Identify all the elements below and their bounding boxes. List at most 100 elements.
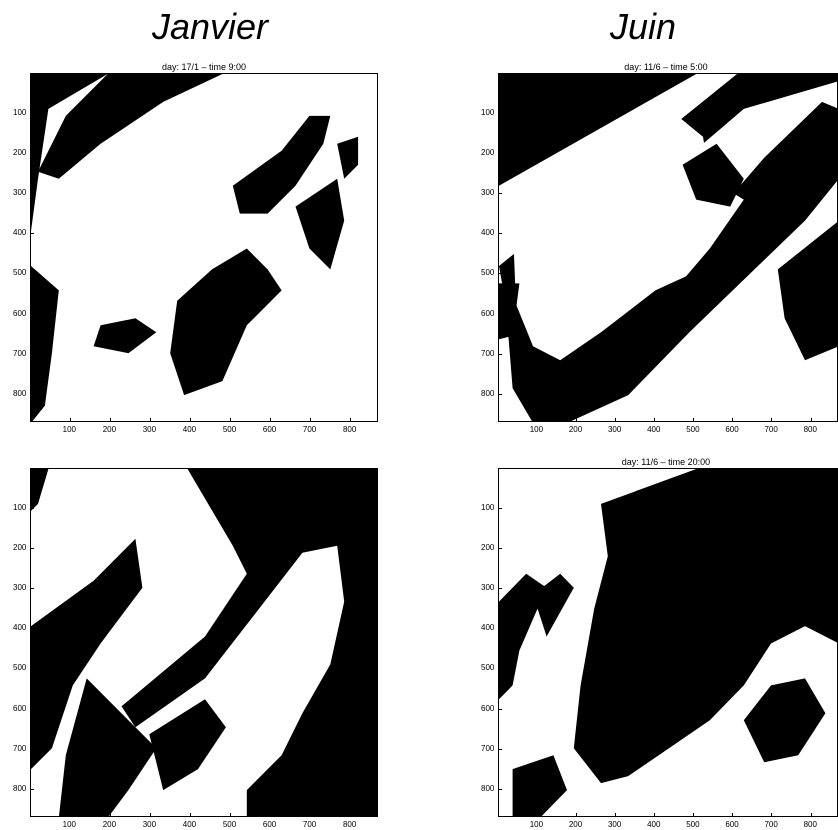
- y-tick-mark: [498, 788, 502, 790]
- x-tick-mark: [109, 813, 111, 817]
- y-tick-mark: [30, 788, 34, 790]
- x-tick-mark: [771, 418, 773, 422]
- x-tick-label: 300: [607, 425, 622, 434]
- y-tick-label: 400: [481, 228, 495, 238]
- y-tick-label: 700: [13, 743, 27, 753]
- y-tick-mark: [30, 273, 34, 275]
- y-tick-label: 100: [481, 502, 495, 512]
- x-tick-mark: [269, 813, 271, 817]
- mask-region-6: [777, 222, 837, 361]
- y-tick-mark: [498, 748, 502, 750]
- x-tick-label: 100: [529, 425, 544, 434]
- mask-region-6: [512, 755, 567, 816]
- y-tick-mark: [498, 152, 502, 154]
- y-tick-label: 300: [13, 583, 27, 593]
- heatmap-axes: [498, 73, 838, 422]
- mask-region-1: [499, 74, 697, 186]
- y-tick-label: 400: [481, 623, 495, 633]
- x-tick-mark: [189, 813, 191, 817]
- y-tick-label: 600: [481, 703, 495, 713]
- y-tick-mark: [30, 668, 34, 670]
- mask-region-3: [59, 678, 157, 816]
- heatmap-axes: [30, 468, 378, 817]
- y-tick-mark: [30, 112, 34, 114]
- mask-region-1: [31, 74, 108, 232]
- y-tick-label: 200: [481, 147, 495, 157]
- y-tick-label: 300: [481, 188, 495, 198]
- y-tick-mark: [30, 708, 34, 710]
- y-tick-label: 500: [13, 268, 27, 278]
- y-tick-label: 700: [481, 743, 495, 753]
- y-tick-mark: [30, 628, 34, 630]
- mask-region-4: [682, 143, 744, 207]
- y-tick-mark: [498, 353, 502, 355]
- mask-region-4: [149, 699, 226, 791]
- x-tick-label: 400: [647, 425, 661, 434]
- x-tick-label: 500: [222, 820, 237, 829]
- y-tick-mark: [498, 507, 502, 509]
- y-tick-label: 500: [481, 663, 495, 673]
- heatmap-axes: [498, 468, 838, 817]
- column-title-janvier: Janvier: [151, 6, 269, 47]
- y-tick-label: 600: [481, 308, 495, 318]
- x-tick-label: 400: [182, 425, 197, 434]
- x-tick-mark: [732, 418, 734, 422]
- mask-region-5: [791, 517, 837, 616]
- y-tick-mark: [30, 313, 34, 315]
- y-tick-mark: [498, 112, 502, 114]
- x-tick-mark: [575, 813, 577, 817]
- y-tick-label: 200: [13, 147, 27, 157]
- chart-title: day: 11/6 – time 20:00: [621, 457, 711, 467]
- y-tick-mark: [498, 628, 502, 630]
- x-tick-label: 200: [102, 820, 117, 829]
- binary-mask-image: [499, 469, 837, 816]
- mask-region-3: [533, 573, 574, 637]
- x-tick-label: 600: [262, 425, 277, 434]
- y-tick-mark: [498, 313, 502, 315]
- x-tick-mark: [69, 813, 71, 817]
- y-tick-label: 500: [13, 663, 27, 673]
- y-tick-mark: [30, 588, 34, 590]
- x-tick-mark: [810, 418, 812, 422]
- y-tick-mark: [498, 547, 502, 549]
- mask-region-4: [743, 678, 826, 763]
- mask-region-5: [295, 178, 345, 270]
- x-tick-mark: [309, 813, 311, 817]
- binary-mask-image: [31, 469, 377, 816]
- x-tick-label: 700: [302, 425, 317, 434]
- y-tick-mark: [498, 588, 502, 590]
- y-tick-label: 800: [13, 783, 27, 793]
- mask-region-5: [499, 283, 520, 340]
- x-tick-label: 500: [686, 425, 700, 434]
- x-tick-mark: [149, 813, 151, 817]
- y-tick-label: 300: [481, 583, 495, 593]
- x-tick-label: 600: [725, 425, 739, 434]
- x-tick-label: 200: [568, 425, 583, 434]
- x-tick-label: 400: [647, 820, 661, 829]
- y-tick-mark: [30, 152, 34, 154]
- y-tick-mark: [30, 547, 34, 549]
- mask-region-3: [31, 266, 59, 421]
- binary-mask-image: [499, 74, 837, 421]
- x-tick-mark: [654, 418, 656, 422]
- x-tick-mark: [732, 813, 734, 817]
- x-tick-mark: [654, 813, 656, 817]
- x-tick-mark: [189, 418, 191, 422]
- mask-region-7: [170, 248, 282, 396]
- y-tick-label: 600: [13, 308, 27, 318]
- x-tick-label: 600: [262, 820, 277, 829]
- y-tick-mark: [498, 193, 502, 195]
- y-tick-label: 700: [481, 348, 495, 358]
- x-tick-mark: [536, 813, 538, 817]
- chart-title: day: 17/1 – time 9:00: [161, 62, 247, 72]
- mask-region-4: [232, 115, 331, 214]
- x-tick-label: 500: [686, 820, 700, 829]
- y-tick-label: 200: [13, 542, 27, 552]
- x-tick-label: 300: [607, 820, 622, 829]
- x-tick-mark: [810, 813, 812, 817]
- x-tick-label: 100: [529, 820, 544, 829]
- x-tick-label: 800: [803, 425, 817, 434]
- mask-region-8: [93, 318, 157, 354]
- x-tick-label: 400: [182, 820, 197, 829]
- x-tick-label: 800: [342, 425, 357, 434]
